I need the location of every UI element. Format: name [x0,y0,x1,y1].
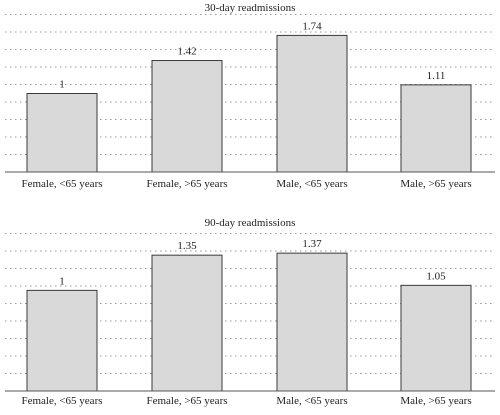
bar-2 [151,60,223,173]
chart-90-day: 90-day readmissions 1 1.35 1.37 1.05 Female… [5,217,495,407]
bar-4 [400,284,472,392]
data-label: 1.11 [427,70,446,82]
bar-3 [276,34,348,173]
chart-title: 90-day readmissions [205,217,296,229]
x-tick-label: Male, >65 years [400,395,471,407]
gridlines [5,233,495,374]
data-labels: 1 1.42 1.74 1.11 [59,20,445,90]
x-tick-label: Male, >65 years [400,178,471,190]
data-label: 1.35 [177,240,197,252]
data-label: 1.37 [302,238,322,250]
gridlines [5,14,495,155]
data-label: 1.42 [177,46,196,58]
bar-1 [26,93,98,173]
x-tick-labels: Female, <65 years Female, >65 years Male, … [21,178,471,190]
x-tick-label: Male, <65 years [276,178,347,190]
x-tick-labels: Female, <65 years Female, >65 years Male, … [21,395,471,407]
x-tick-label: Male, <65 years [276,395,347,407]
x-tick-label: Female, >65 years [146,178,227,190]
bars [26,252,472,392]
bar-4 [400,84,472,173]
data-labels: 1 1.35 1.37 1.05 [59,238,446,287]
chart-30-day: 30-day readmissions 1 1.42 1.74 1.11 Female… [5,2,495,190]
bar-3 [276,252,348,392]
bar-2 [151,254,223,392]
bar-1 [26,289,98,392]
data-label: 1.05 [426,270,446,282]
data-label: 1 [59,79,65,91]
x-tick-label: Female, <65 years [21,395,102,407]
data-label: 1 [59,275,65,287]
bars [26,34,472,173]
x-tick-label: Female, <65 years [21,178,102,190]
chart-title: 30-day readmissions [205,2,296,14]
x-tick-label: Female, >65 years [146,395,227,407]
data-label: 1.74 [302,20,322,32]
